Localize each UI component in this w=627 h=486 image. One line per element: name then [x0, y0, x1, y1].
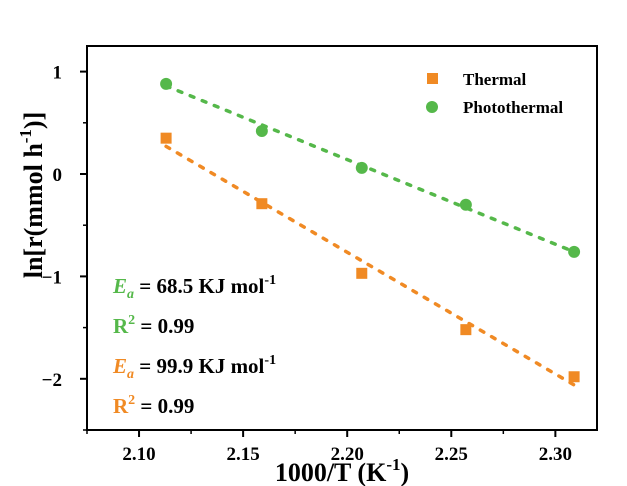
ea-unit-sup: -1 [264, 353, 276, 368]
fit-line-thermal [164, 144, 576, 387]
point-photothermal [459, 198, 472, 211]
legend-photothermal-marker [426, 101, 438, 113]
point-thermal [460, 324, 472, 336]
x-axis-title: 1000/T (K-1) [275, 455, 409, 486]
point-thermal [256, 198, 268, 210]
r2-sup: 2 [128, 393, 135, 408]
legend: Thermal Photothermal [426, 70, 563, 117]
axis-ticks [80, 70, 557, 437]
fit-lines [164, 84, 576, 387]
annotation-photothermal-r2: R2 = 0.99 [113, 313, 194, 338]
ea-subscript: a [127, 287, 134, 302]
y-axis-title: ln[r(mmol h-1)] [16, 112, 48, 279]
r2-value: = 0.99 [135, 394, 194, 418]
y-axis-title-sup: -1 [16, 129, 35, 143]
ea-value: = 68.5 KJ mol [134, 274, 265, 298]
point-photothermal [255, 124, 268, 137]
x-axis-title-close: ) [400, 458, 409, 486]
x-tick-label: 2.15 [226, 444, 259, 465]
y-axis-title-text: ln[r(mmol h [19, 143, 48, 279]
annotation-thermal-ea: Ea = 99.9 KJ mol-1 [112, 353, 276, 382]
point-thermal [160, 132, 172, 144]
y-tick-label: −1 [42, 267, 62, 288]
x-axis-title-sup: -1 [386, 455, 400, 474]
point-thermal [356, 267, 368, 279]
y-axis-title-close: )] [19, 112, 48, 129]
y-tick-label: −2 [42, 370, 62, 391]
r2-symbol: R [113, 394, 129, 418]
r2-sup: 2 [128, 313, 135, 328]
axis-tick-labels: 2.10 2.15 2.20 2.25 2.30 1 0 −1 −2 [42, 63, 572, 465]
point-thermal [568, 371, 580, 383]
point-photothermal [568, 245, 581, 258]
x-tick-label: 2.25 [435, 444, 468, 465]
fit-line-photothermal [164, 84, 576, 254]
legend-photothermal-label: Photothermal [463, 98, 563, 117]
annotation-thermal-r2: R2 = 0.99 [113, 393, 194, 418]
y-tick-label: 0 [53, 165, 63, 186]
x-tick-label: 2.10 [122, 444, 155, 465]
data-points [160, 77, 581, 383]
annotation-photothermal-ea: Ea = 68.5 KJ mol-1 [112, 273, 276, 302]
r2-symbol: R [113, 314, 129, 338]
ea-symbol: E [112, 354, 127, 378]
ea-subscript: a [127, 367, 134, 382]
x-tick-label: 2.20 [331, 444, 364, 465]
annotations: Ea = 68.5 KJ mol-1 R2 = 0.99 Ea = 99.9 K… [112, 273, 276, 418]
point-photothermal [160, 77, 173, 90]
y-tick-label: 1 [53, 63, 63, 84]
x-axis-title-text: 1000/T (K [275, 458, 387, 486]
legend-thermal-marker [427, 73, 438, 84]
ea-unit-sup: -1 [264, 273, 276, 288]
plot-frame [86, 45, 598, 431]
ea-symbol: E [112, 274, 127, 298]
ea-value: = 99.9 KJ mol [134, 354, 265, 378]
legend-thermal-label: Thermal [463, 70, 527, 89]
r2-value: = 0.99 [135, 314, 194, 338]
point-photothermal [355, 161, 368, 174]
x-tick-label: 2.30 [539, 444, 572, 465]
